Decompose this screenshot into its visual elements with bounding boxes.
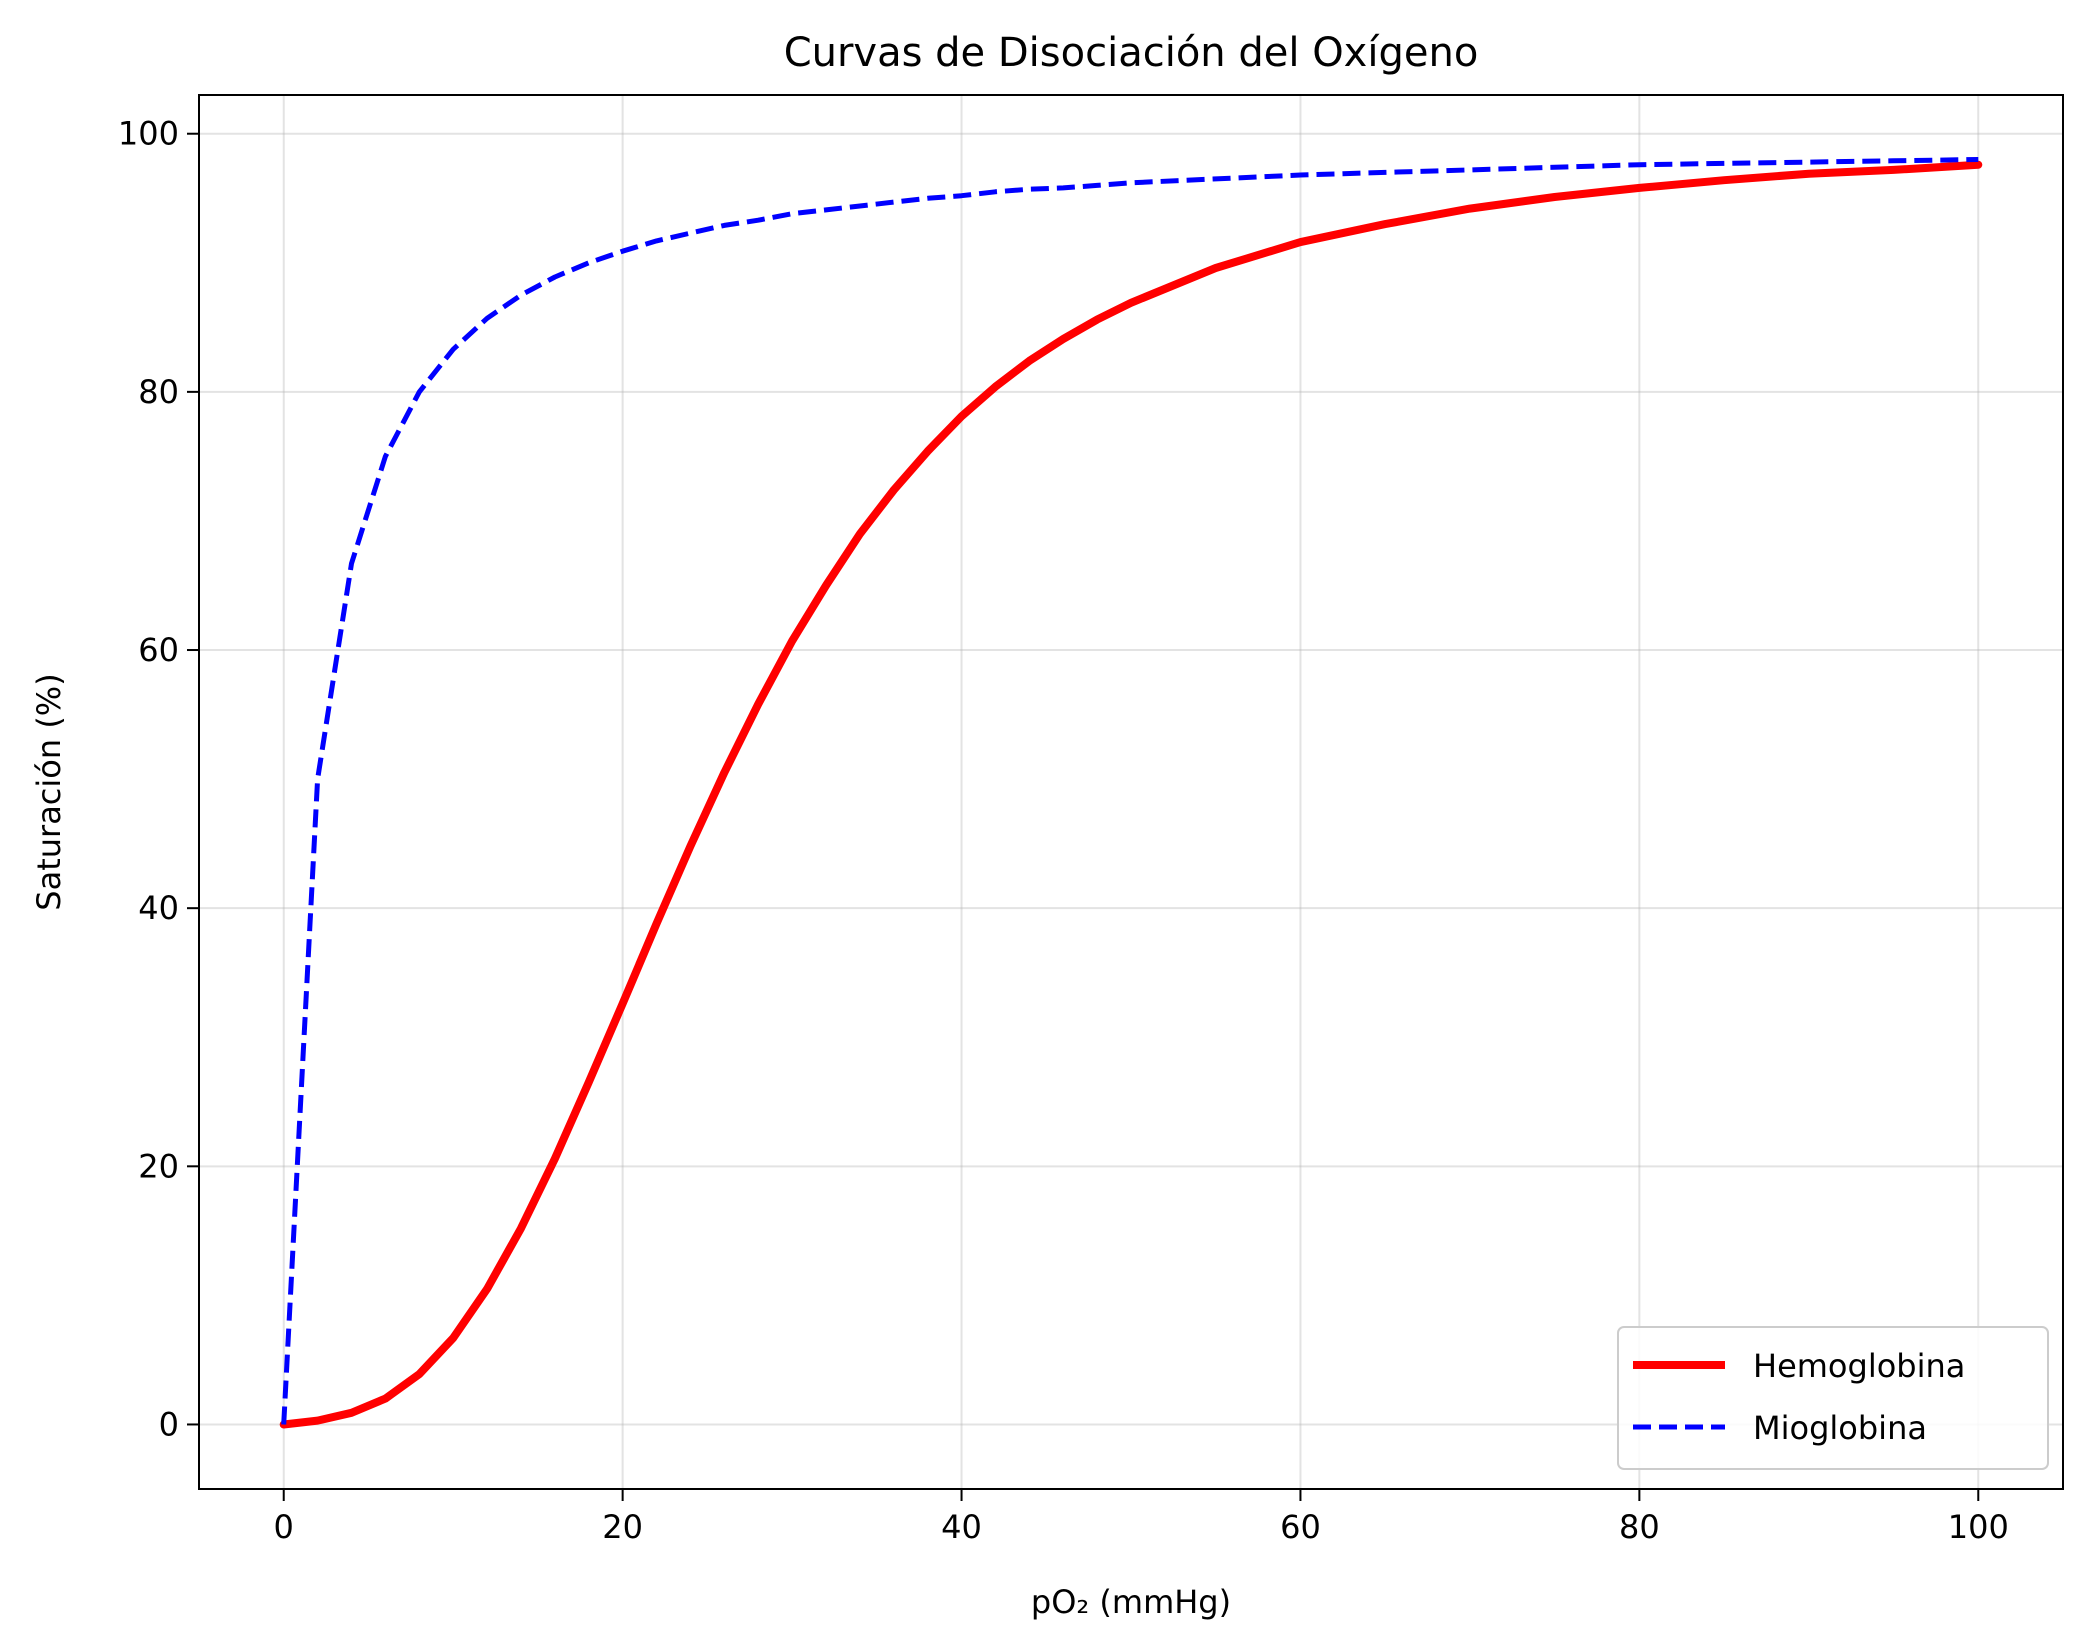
y-tick-label: 0 [159, 1405, 179, 1443]
x-tick-label: 40 [941, 1508, 982, 1546]
ticks: 0 20 40 60 80 100 0 20 40 60 80 100 [118, 115, 2009, 1546]
y-tick-label: 20 [138, 1147, 179, 1185]
x-tick-label: 100 [1948, 1508, 2009, 1546]
y-tick-label: 40 [138, 889, 179, 927]
legend-box [1617, 1326, 2049, 1470]
y-tick-label: 80 [138, 373, 179, 411]
x-tick-label: 60 [1280, 1508, 1321, 1546]
x-tick-label: 80 [1619, 1508, 1660, 1546]
x-tick-label: 20 [602, 1508, 643, 1546]
series-line-mioglobina [281, 157, 1979, 1425]
y-axis-label: Saturación (%) [30, 673, 68, 910]
series-layer [279, 157, 1983, 1429]
y-tick-label: 100 [118, 115, 179, 153]
y-tick-label: 60 [138, 631, 179, 669]
grid [199, 95, 2063, 1489]
legend: Hemoglobina Mioglobina [1617, 1326, 2049, 1470]
legend-label-mioglobina: Mioglobina [1753, 1409, 1927, 1447]
series-line-hemoglobina [279, 160, 1983, 1429]
legend-label-hemoglobina: Hemoglobina [1753, 1347, 1965, 1385]
plot-frame [198, 94, 2064, 1490]
chart-title: Curvas de Disociación del Oxígeno [784, 30, 1479, 76]
x-tick-label: 0 [274, 1508, 294, 1546]
x-axis-label: pO₂ (mmHg) [1031, 1583, 1231, 1621]
